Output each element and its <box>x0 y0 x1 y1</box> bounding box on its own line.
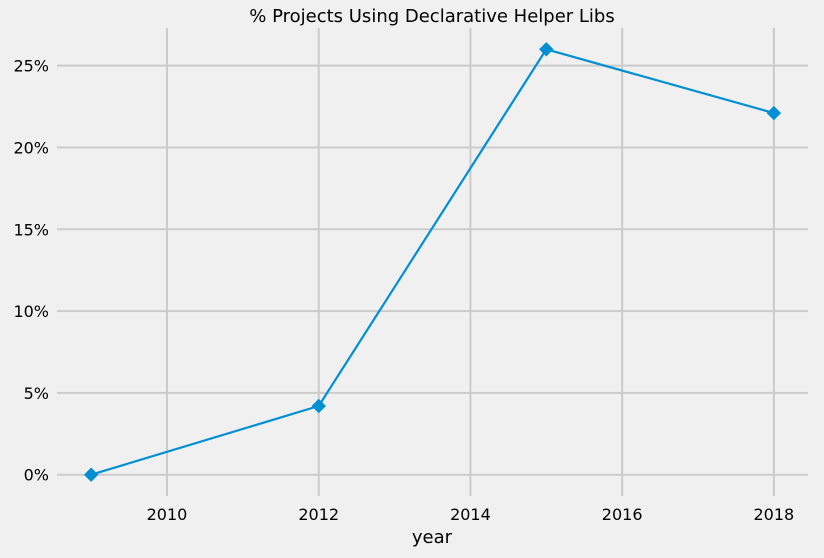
y-tick-labels: 0% 5% 10% 15% 20% 25% <box>13 57 49 485</box>
y-tick-label: 10% <box>13 302 49 321</box>
x-tick-label: 2018 <box>754 505 795 524</box>
series-group <box>83 42 782 482</box>
data-point-marker <box>539 42 554 57</box>
data-point-marker <box>766 105 782 121</box>
series-line <box>90 48 775 476</box>
y-tick-label: 20% <box>13 138 49 157</box>
x-axis-title: year <box>412 527 453 548</box>
x-tick-label: 2010 <box>147 505 188 524</box>
chart-title: % Projects Using Declarative Helper Libs <box>249 6 614 27</box>
data-point-marker <box>83 467 99 482</box>
x-tick-label: 2014 <box>450 505 491 524</box>
x-tick-label: 2016 <box>602 505 643 524</box>
y-tick-label: 15% <box>13 220 49 239</box>
data-point-marker <box>311 398 326 414</box>
x-tick-labels: 2010 2012 2014 2016 2018 <box>147 505 795 524</box>
gridlines <box>57 28 808 496</box>
y-tick-label: 0% <box>24 466 49 485</box>
x-tick-label: 2012 <box>298 505 339 524</box>
y-tick-label: 25% <box>13 57 49 76</box>
y-tick-label: 5% <box>24 384 49 403</box>
